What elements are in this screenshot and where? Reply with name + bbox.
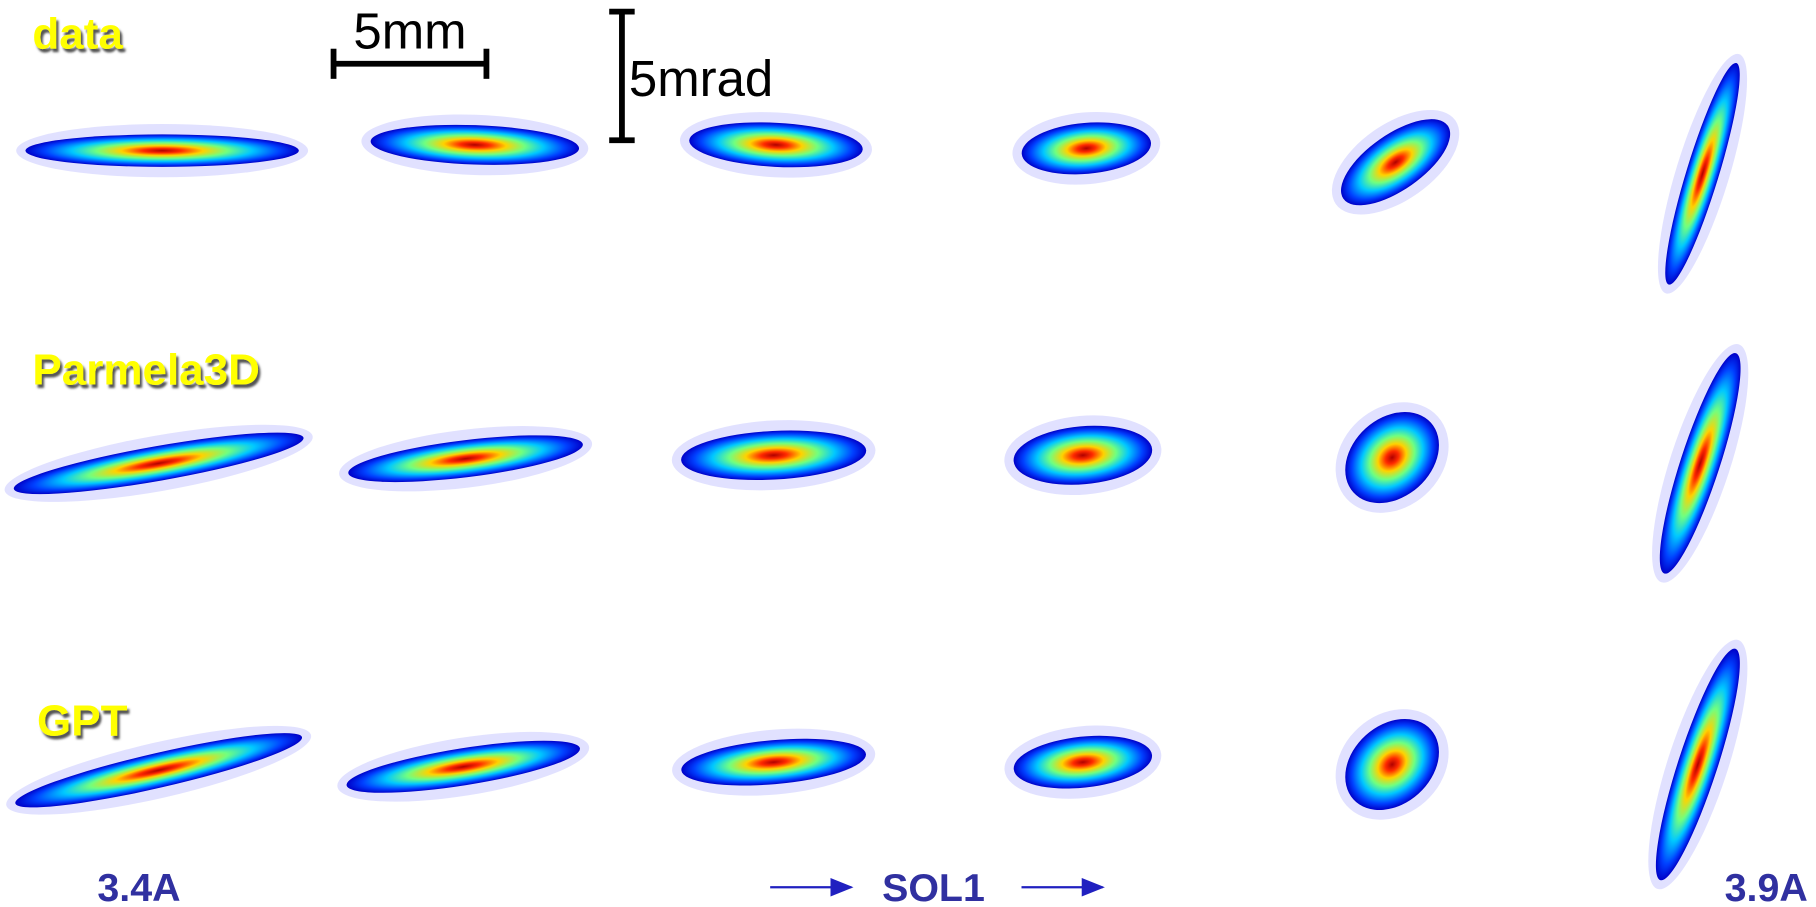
beam-profile <box>1013 735 1153 789</box>
vertical-scale-bar <box>609 8 635 144</box>
beam-profile <box>1013 425 1153 485</box>
scan-name: SOL1 <box>882 866 985 907</box>
beam-profile <box>689 122 863 168</box>
beam-profile <box>348 435 583 483</box>
scan-end: 3.9A <box>1725 866 1808 907</box>
beam-profile <box>346 740 580 793</box>
beam-profile <box>1345 412 1439 504</box>
row-label: GPT <box>37 697 128 746</box>
beam-profile <box>1655 648 1740 881</box>
beam-profile <box>13 432 304 495</box>
scale-label: 5mm <box>353 3 466 60</box>
scan-start: 3.4A <box>97 866 180 907</box>
row-label: Parmela3D <box>32 346 259 395</box>
horizontal-scale-bar <box>330 48 490 79</box>
beam-profile <box>1021 122 1152 175</box>
beam-profile <box>1659 353 1741 574</box>
beam-profiles <box>4 53 1749 890</box>
beam-profile <box>1665 62 1740 285</box>
scale-label: 5mrad <box>629 50 773 107</box>
row-label: data <box>32 10 123 59</box>
beam-profile <box>15 733 303 808</box>
beam-profile <box>25 134 299 167</box>
beam-profile <box>681 430 867 481</box>
beam-profile <box>1345 718 1439 810</box>
beam-profile <box>1341 119 1451 206</box>
beam-profile <box>370 124 580 165</box>
beam-profile <box>681 738 866 786</box>
